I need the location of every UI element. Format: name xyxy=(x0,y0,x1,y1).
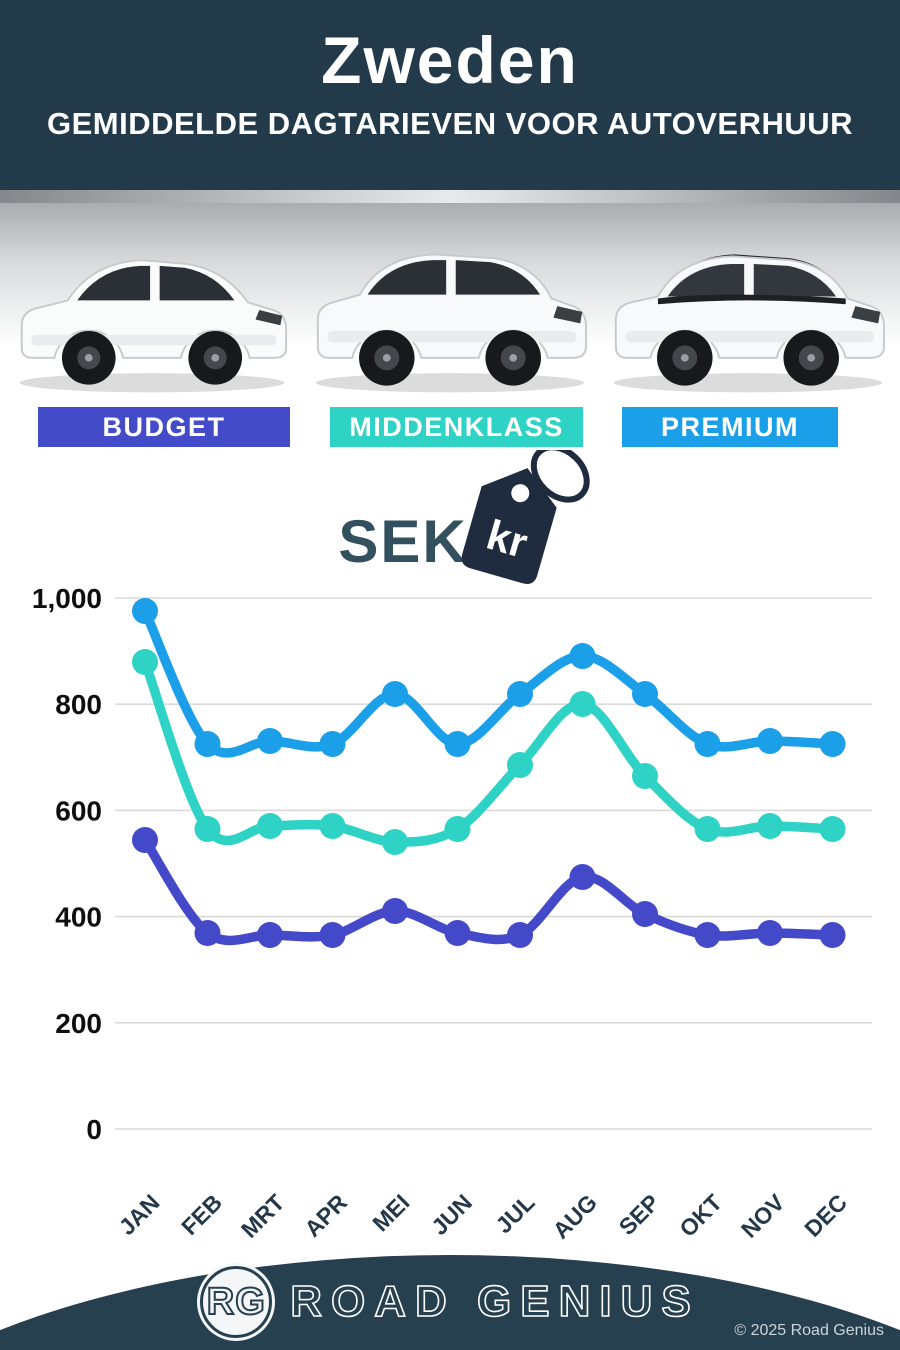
header: Zweden GEMIDDELDE DAGTARIEVEN VOOR AUTOV… xyxy=(0,0,900,190)
point-middenklass xyxy=(257,813,283,839)
x-axis-label: MRT xyxy=(236,1189,290,1240)
x-axis-label: FEB xyxy=(176,1189,227,1240)
point-middenklass xyxy=(382,829,408,855)
line-premium xyxy=(140,606,838,758)
point-premium xyxy=(194,731,221,757)
point-premium xyxy=(319,731,346,757)
y-axis-label: 0 xyxy=(86,1114,102,1145)
point-budget xyxy=(382,898,408,924)
middenklass-label-text: MIDDENKLASS xyxy=(349,411,564,442)
point-budget xyxy=(132,827,158,853)
point-premium xyxy=(507,681,533,707)
point-middenklass xyxy=(694,816,721,842)
point-middenklass xyxy=(507,752,533,778)
point-premium xyxy=(632,681,658,707)
x-axis-label: AUG xyxy=(547,1189,602,1240)
premium-label-text: PREMIUM xyxy=(661,411,799,442)
x-axis-label: JUN xyxy=(426,1189,477,1240)
y-axis-label: 400 xyxy=(55,902,102,933)
price-tag-icon: kr xyxy=(461,450,590,584)
point-middenklass xyxy=(132,649,158,675)
currency-code-text: SEK xyxy=(338,508,467,575)
point-premium xyxy=(819,731,846,757)
point-budget xyxy=(757,920,783,946)
point-premium xyxy=(694,731,721,757)
point-budget xyxy=(444,920,471,946)
point-middenklass xyxy=(319,813,346,839)
header-divider xyxy=(0,190,900,203)
point-premium xyxy=(757,728,783,754)
point-budget xyxy=(257,922,283,948)
page-title: Zweden xyxy=(321,23,579,97)
y-axis-label: 1,000 xyxy=(32,583,102,614)
copyright-text: © 2025 Road Genius xyxy=(734,1322,884,1339)
point-budget xyxy=(569,864,596,890)
middenklass-label: MIDDENKLASS xyxy=(330,407,583,447)
point-middenklass xyxy=(444,816,471,842)
brand-name: ROAD GENIUS xyxy=(289,1276,700,1327)
budget-label: BUDGET xyxy=(38,407,290,447)
rental-rates-line-chart: 0 200 400 600 800 1,000 JAN FEB MRT APR MEI JUN JUL A… xyxy=(32,583,872,1240)
page-subtitle: GEMIDDELDE DAGTARIEVEN VOOR AUTOVERHUUR xyxy=(46,106,854,141)
point-budget xyxy=(694,922,721,948)
premium-label: PREMIUM xyxy=(622,407,838,447)
y-axis-label: 200 xyxy=(55,1008,102,1039)
point-middenklass xyxy=(757,813,783,839)
cars-row xyxy=(0,210,900,400)
point-premium xyxy=(569,643,596,669)
point-budget xyxy=(194,920,221,946)
line-budget xyxy=(140,835,838,946)
point-middenklass xyxy=(194,816,221,842)
logo-initials: RG xyxy=(206,1280,266,1324)
x-axis-label: JUL xyxy=(490,1189,539,1238)
x-axis-label: MEI xyxy=(367,1189,414,1236)
footer-logo: RG ROAD GENIUS xyxy=(0,1266,900,1338)
point-budget xyxy=(632,901,658,927)
road-genius-logo-icon: RG xyxy=(200,1266,273,1338)
middenklass-car-image xyxy=(315,253,587,393)
point-budget xyxy=(319,922,346,948)
premium-car-image xyxy=(613,254,885,393)
budget-label-text: BUDGET xyxy=(102,411,226,442)
point-premium xyxy=(382,681,408,707)
x-axis-label: SEP xyxy=(614,1189,665,1240)
budget-car-image xyxy=(19,259,288,393)
point-budget xyxy=(819,922,846,948)
currency-tag-icon: SEK kr xyxy=(338,450,590,584)
y-axis-label: 800 xyxy=(55,689,102,720)
y-axis-label: 600 xyxy=(55,795,102,826)
x-axis-label: APR xyxy=(299,1189,352,1240)
point-premium xyxy=(257,728,283,754)
point-premium xyxy=(444,731,471,757)
x-axis-label: NOV xyxy=(736,1189,790,1240)
point-premium xyxy=(132,598,158,624)
point-budget xyxy=(507,922,533,948)
x-axis-label: JAN xyxy=(114,1189,165,1240)
point-middenklass xyxy=(819,816,846,842)
point-middenklass xyxy=(632,763,658,789)
point-middenklass xyxy=(569,691,596,717)
x-axis-label: DEC xyxy=(799,1189,852,1240)
x-axis-label: OKT xyxy=(674,1189,727,1240)
